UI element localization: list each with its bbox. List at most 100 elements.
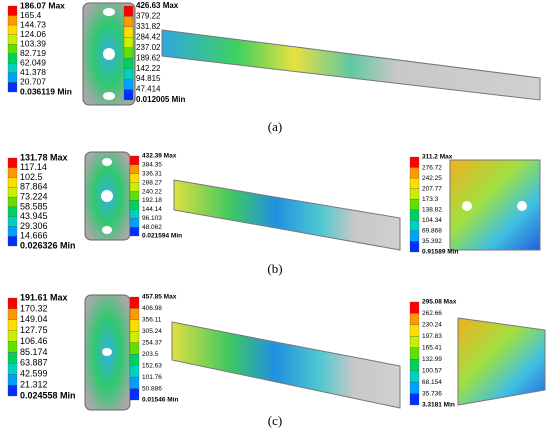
legend-swatch	[129, 365, 140, 378]
legend-label: 186.07 Max	[20, 0, 65, 10]
legend-swatch	[409, 347, 420, 360]
legend-label: 21.312	[20, 379, 48, 389]
legend-label: 144.14	[142, 206, 162, 213]
legend-label: 432.39 Max	[142, 153, 177, 160]
legend-swatch	[409, 230, 420, 242]
legend-swatch	[409, 381, 420, 394]
legend-label: 384.35	[142, 162, 162, 169]
legend-label: 295.08 Max	[422, 299, 457, 306]
legend-label: 165.41	[422, 344, 442, 351]
legend-swatch	[7, 157, 18, 168]
legend-swatch	[123, 68, 134, 80]
legend-label: 254.37	[142, 339, 162, 346]
legend-swatch	[7, 167, 18, 178]
legend-label: 87.864	[20, 182, 48, 192]
legend-label: 311.2 Max	[422, 154, 453, 161]
hole	[102, 348, 112, 356]
legend-label: 73.224	[20, 191, 48, 201]
legend-label: 50.886	[142, 385, 162, 392]
legend-swatch	[409, 241, 420, 253]
hole	[102, 158, 112, 166]
legend-label: 82.719	[20, 48, 46, 58]
legend-label: 237.02	[136, 43, 161, 52]
legend-label: 47.414	[136, 85, 161, 94]
legend-swatch	[123, 16, 134, 28]
legend-swatch	[7, 297, 18, 310]
legend-label: 42.599	[20, 369, 48, 379]
legend-swatch	[7, 34, 18, 45]
legend-label: 0.01546 Min	[142, 397, 179, 404]
legend-swatch	[7, 44, 18, 54]
hole	[102, 226, 112, 234]
legend-swatch	[409, 188, 420, 200]
legend-swatch	[409, 359, 420, 371]
legend-swatch	[7, 374, 18, 386]
legend-label: 96.103	[142, 215, 162, 222]
legend-swatch	[129, 388, 140, 401]
legend-swatch	[7, 206, 18, 217]
legend-label: 58.585	[20, 201, 48, 211]
legend-label: 62.049	[20, 58, 46, 68]
legend-label: 336.31	[142, 170, 162, 177]
legend-swatch	[409, 301, 420, 314]
legend-swatch	[123, 47, 134, 59]
legend-label: 305.24	[142, 328, 162, 335]
caption: (b)	[267, 261, 282, 276]
legend-label: 379.22	[136, 12, 161, 21]
legend-swatch	[129, 209, 140, 219]
legend-swatch	[409, 370, 420, 383]
legend-swatch	[123, 5, 134, 17]
legend-label: 101.76	[142, 374, 162, 381]
legend-swatch	[409, 199, 420, 210]
legend-label: 35.392	[422, 238, 442, 245]
legend-label: 165.4	[20, 10, 42, 20]
legend-label: 94.815	[136, 74, 161, 83]
hole	[101, 190, 113, 202]
legend-label: 127.75	[20, 325, 48, 335]
legend-label: 0.026326 Min	[20, 240, 76, 250]
legend-label: 203.5	[142, 351, 159, 358]
legend-swatch	[409, 167, 420, 179]
beam	[173, 179, 401, 251]
legend-swatch	[129, 319, 140, 332]
legend-swatch	[123, 58, 134, 69]
legend-swatch	[129, 173, 140, 183]
legend-swatch	[129, 296, 140, 309]
legend-label: 331.82	[136, 22, 161, 31]
legend-swatch	[409, 336, 420, 348]
legend-label: 41.378	[20, 67, 46, 77]
legend-swatch	[7, 330, 18, 342]
legend-swatch	[7, 308, 18, 320]
hole	[462, 201, 472, 211]
legend-swatch	[7, 384, 18, 397]
legend-label: 406.98	[142, 305, 162, 312]
legend-label: 0.012005 Min	[136, 95, 185, 104]
legend-swatch	[409, 220, 420, 232]
legend-swatch	[123, 26, 134, 38]
legend-label: 189.62	[136, 53, 161, 62]
legend-swatch	[7, 352, 18, 364]
legend-swatch	[7, 82, 18, 93]
legend-swatch	[7, 196, 18, 208]
legend-swatch	[129, 218, 140, 228]
legend-swatch	[129, 376, 140, 389]
legend-label: 197.83	[422, 333, 442, 340]
legend-label: 170.32	[20, 303, 48, 313]
panel-a-geometry	[82, 2, 541, 106]
legend-swatch	[123, 37, 134, 48]
legend-label: 68.154	[422, 379, 442, 386]
caption: (a)	[268, 119, 282, 134]
legend-label: 29.306	[20, 221, 48, 231]
legend-swatch	[129, 164, 140, 174]
legend-swatch	[129, 226, 140, 237]
legend-label: 43.945	[20, 211, 48, 221]
legend-swatch	[123, 89, 134, 101]
hole	[517, 201, 527, 211]
legend-swatch	[7, 5, 18, 16]
beam	[161, 29, 541, 101]
legend-label: 138.82	[422, 206, 442, 213]
legend-swatch	[7, 319, 18, 331]
legend-label: 85.174	[20, 347, 48, 357]
legend-swatch	[409, 156, 420, 168]
legend-swatch	[409, 177, 420, 189]
